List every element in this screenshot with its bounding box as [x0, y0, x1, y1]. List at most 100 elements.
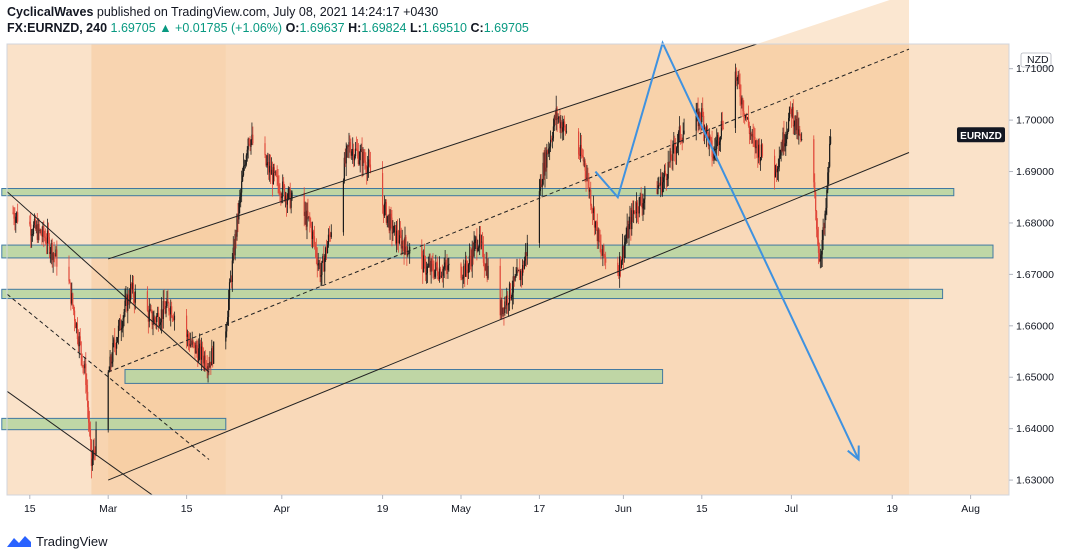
- candle-body: [548, 148, 550, 154]
- candle-body: [32, 224, 35, 235]
- support-resistance-zone[interactable]: [1, 288, 944, 300]
- candle-body: [74, 321, 77, 329]
- candle-body: [188, 340, 190, 347]
- candle-body: [318, 263, 320, 265]
- candle-body: [154, 317, 156, 320]
- candle-body: [250, 139, 252, 147]
- descending-channel-upper-line[interactable]: [2, 187, 210, 373]
- last-price-label-box: [957, 127, 1005, 143]
- candle-body: [464, 265, 466, 277]
- candle-body: [593, 208, 596, 228]
- candle-body: [476, 238, 478, 251]
- candle-body: [666, 178, 668, 180]
- candle-body: [153, 317, 155, 324]
- candle-body: [276, 175, 278, 177]
- candle-body: [238, 203, 240, 220]
- candle-body: [390, 213, 392, 218]
- candle-body: [558, 117, 560, 119]
- descending-channel-mid-line[interactable]: [2, 290, 210, 460]
- descending-channel-lower-line[interactable]: [2, 388, 154, 496]
- candle-body: [78, 336, 80, 347]
- candle-body: [821, 239, 823, 255]
- candle-body: [786, 134, 788, 136]
- close-label: C:: [470, 21, 484, 35]
- channel-mid-line[interactable]: [108, 48, 910, 373]
- candle-body: [597, 229, 599, 242]
- candle-body: [316, 257, 318, 266]
- candle-body: [431, 260, 433, 264]
- candle-body: [604, 255, 606, 258]
- candle-body: [329, 234, 331, 237]
- candle-body: [400, 235, 402, 249]
- projection-arrow[interactable]: [594, 40, 860, 460]
- candle-body: [68, 266, 70, 282]
- candle-body: [737, 74, 739, 78]
- y-tick-label: 1.67000: [1016, 269, 1054, 281]
- candle-body: [157, 313, 159, 316]
- candle-body: [167, 298, 169, 304]
- candle-body: [793, 125, 795, 127]
- candle-body: [41, 235, 43, 237]
- candle-body: [113, 339, 115, 343]
- candle-body: [562, 127, 564, 132]
- candle-body: [718, 141, 721, 146]
- support-resistance-zone[interactable]: [1, 417, 227, 431]
- candle-body: [629, 217, 631, 225]
- candle-body: [742, 98, 744, 112]
- candle-body: [620, 260, 623, 268]
- author-name[interactable]: CyclicalWaves: [7, 5, 94, 19]
- candle-body: [672, 144, 674, 161]
- candle-body: [785, 135, 787, 144]
- candle-body: [356, 149, 358, 151]
- candle-body: [327, 234, 330, 245]
- candle-body: [467, 264, 470, 274]
- candle-body: [478, 247, 480, 248]
- candle-body: [394, 225, 396, 227]
- candle-body: [81, 354, 83, 366]
- candle-body: [471, 247, 473, 267]
- candle-body: [516, 269, 518, 276]
- candle-body: [423, 255, 425, 273]
- candle-body: [474, 239, 476, 243]
- candle-body: [205, 366, 207, 368]
- channel-lower-line[interactable]: [108, 152, 910, 481]
- candle-body: [242, 175, 244, 182]
- symbol-label: FX:EURNZD, 240: [7, 21, 108, 35]
- candle-body: [210, 361, 212, 366]
- candle-body: [795, 115, 797, 131]
- candle-body: [774, 155, 776, 178]
- candle-body: [538, 191, 540, 243]
- x-tick-label: May: [451, 503, 472, 515]
- candle-body: [200, 343, 202, 360]
- candle-body: [191, 340, 193, 345]
- candle-body: [585, 170, 587, 180]
- candle-body: [664, 170, 666, 175]
- price-change: +0.01785 (+1.06%): [175, 21, 283, 35]
- candle-body: [391, 217, 393, 234]
- candle-body: [481, 241, 484, 245]
- candle-body: [208, 366, 210, 368]
- candle-body: [131, 282, 134, 290]
- channel-upper-line[interactable]: [108, 36, 780, 260]
- candle-body: [345, 148, 347, 164]
- candle-body: [386, 216, 388, 223]
- candle-body: [823, 227, 825, 229]
- candle-body: [320, 275, 322, 277]
- candle-body: [626, 226, 628, 239]
- support-resistance-zone[interactable]: [124, 369, 664, 384]
- candle-body: [51, 243, 53, 261]
- candle-body: [363, 152, 365, 161]
- support-resistance-zone[interactable]: [1, 188, 955, 197]
- candle-body: [107, 372, 109, 430]
- candle-body: [30, 224, 32, 236]
- candle-body: [234, 233, 236, 256]
- candle-body: [228, 298, 230, 318]
- candle-body: [760, 157, 762, 162]
- footer-brand[interactable]: TradingView: [36, 533, 108, 549]
- support-resistance-zone[interactable]: [1, 244, 994, 259]
- candle-body: [556, 108, 558, 120]
- candle-body: [240, 192, 242, 197]
- x-tick-label: 17: [534, 503, 546, 515]
- candle-body: [35, 224, 37, 229]
